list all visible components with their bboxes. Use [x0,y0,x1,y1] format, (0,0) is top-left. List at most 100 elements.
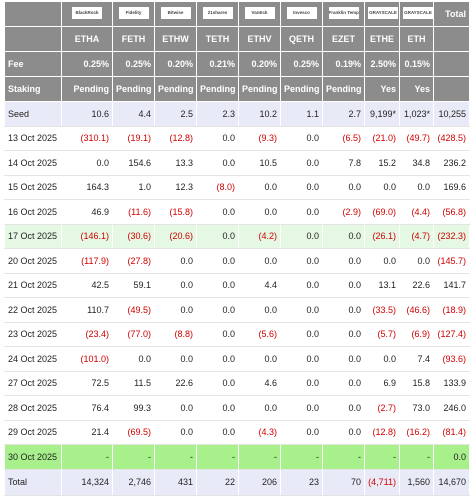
flow-cell: 236.2 [433,150,470,176]
flow-row: 24 Oct 2025 (101.0) 0.0 0.0 0.0 0.0 0.0 0.0 0.0 7… [4,346,470,372]
logo-cell: VanEck [238,1,281,27]
row-label: 13 Oct 2025 [4,125,62,151]
flow-cell: (15.8) [154,199,197,225]
flow-cell: 0.0 [61,150,113,176]
flow-cell: - [364,444,400,470]
flow-cell: 0.0 [322,272,365,298]
flow-cell: 22.6 [154,370,197,396]
flow-cell: 0.0 [364,346,400,372]
flow-cell: 0.0 [280,419,323,445]
flow-cell: 0.0 [196,272,239,298]
flow-cell: (5.6) [238,321,281,347]
flow-cell: 431 [154,468,197,496]
flow-cell: 1.1 [280,101,323,127]
flow-cell: 2,746 [112,468,155,496]
row-label: 14 Oct 2025 [4,150,62,176]
flow-cell: 6.9 [364,370,400,396]
flow-cell: 11.5 [112,370,155,396]
flow-cell: (4.3) [238,419,281,445]
flow-cell: 10.5 [238,150,281,176]
issuer-logo: GRAYSCALE [403,7,433,19]
flow-cell: 0.0 [322,419,365,445]
flow-cell: 0.0 [322,223,365,249]
flow-cell: 0.0 [196,346,239,372]
flow-cell: 0.0 [196,150,239,176]
flow-cell: 12.3 [154,174,197,200]
info-cell: Pending [280,76,323,102]
flow-cell: 0.0 [280,321,323,347]
flow-cell: 0.0 [280,150,323,176]
ticker: ETHW [154,26,197,52]
flow-cell: 15.2 [364,150,400,176]
flow-cell: 0.0 [399,174,434,200]
flow-cell: 0.0 [154,395,197,421]
ticker-row: ETHA FETH ETHW TETH ETHV QETH EZET ETHE ETH [4,26,470,52]
flow-cell: - [322,444,365,470]
flow-row: 22 Oct 2025 110.7 (49.5) 0.0 0.0 0.0 0.0 0.0 (33… [4,297,470,323]
ticker: ETHA [61,26,113,52]
flow-cell: 2.5 [154,101,197,127]
row-label: Staking [4,76,62,102]
logo-cell: 21shares [196,1,239,27]
flow-cell: 0.0 [322,321,365,347]
flow-cell: (69.0) [364,199,400,225]
flow-cell: 59.1 [112,272,155,298]
flow-cell: 0.0 [238,346,281,372]
flow-cell: (30.6) [112,223,155,249]
flow-cell: 0.0 [280,223,323,249]
info-cell: Pending [238,76,281,102]
info-cell: 0.25% [280,51,323,77]
row-label: 16 Oct 2025 [4,199,62,225]
issuer-logo: VanEck [244,7,275,19]
flow-cell: 206 [238,468,281,496]
flow-cell: - [61,444,113,470]
flow-cell: (4,711) [364,468,400,496]
logo-cell: Invesco [280,1,323,27]
flow-cell: 0.0 [364,248,400,274]
flow-cell: 7.4 [399,346,434,372]
flow-cell: 0.0 [399,248,434,274]
flow-cell: - [112,444,155,470]
flow-cell: (11.6) [112,199,155,225]
row-label: 24 Oct 2025 [4,346,62,372]
flow-table: BlackRock Fidelity Bitwise 21shares VanEck In… [4,1,470,496]
flow-cell: 0.0 [238,174,281,200]
flow-cell: 99.3 [112,395,155,421]
logo-cell: BlackRock [61,1,113,27]
flow-cell: 14,324 [61,468,113,496]
flow-cell: 0.0 [322,248,365,274]
issuer-logo: Invesco [286,7,317,19]
flow-cell: 0.0 [280,125,323,151]
flow-cell: (8.8) [154,321,197,347]
flow-cell: 1,560 [399,468,434,496]
flow-row: 28 Oct 2025 76.4 99.3 0.0 0.0 0.0 0.0 0.0 (2.7) 7… [4,395,470,421]
flow-cell: 13.3 [154,150,197,176]
flow-cell: 0.0 [322,297,365,323]
issuer-logo: BlackRock [72,7,102,19]
ticker: ETHE [364,26,400,52]
flow-cell: (93.6) [433,346,470,372]
info-cell: 0.19% [322,51,365,77]
info-cell: Pending [112,76,155,102]
flow-cell: 169.6 [433,174,470,200]
flow-cell: (4.4) [399,199,434,225]
info-cell: 0.20% [238,51,281,77]
flow-row: 13 Oct 2025 (310.1) (19.1) (12.8) 0.0 (9.3) 0.… [4,125,470,151]
flow-cell: 7.8 [322,150,365,176]
info-cell: Pending [196,76,239,102]
flow-cell: (69.5) [112,419,155,445]
flow-cell: 9,199* [364,101,400,127]
flow-cell: (145.7) [433,248,470,274]
flow-cell: (2.9) [322,199,365,225]
flow-cell: (4.7) [399,223,434,249]
row-label: 23 Oct 2025 [4,321,62,347]
flow-row: 14 Oct 2025 0.0 154.6 13.3 0.0 10.5 0.0 7.8 15.2… [4,150,470,176]
logo-row: BlackRock Fidelity Bitwise 21shares VanEck In… [4,1,470,27]
issuer-logo: 21shares [202,7,233,19]
corner-cell [4,1,62,27]
info-cell: 2.50% [364,51,400,77]
flow-cell: 76.4 [61,395,113,421]
flow-cell: - [399,444,434,470]
issuer-logo: GRAYSCALE [368,7,398,19]
flow-cell: 0.0 [322,395,365,421]
